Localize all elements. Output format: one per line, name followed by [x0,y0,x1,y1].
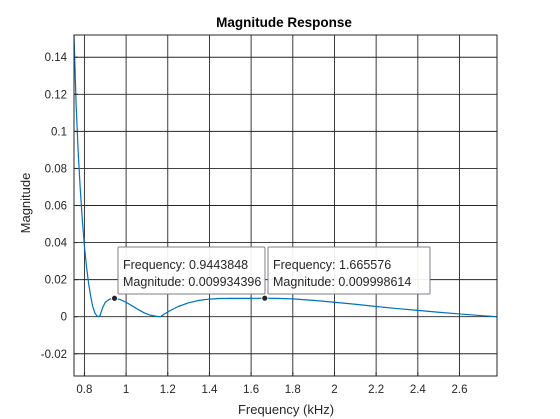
x-tick-label: 1.6 [243,384,259,396]
y-tick-label: 0.06 [45,201,67,213]
y-tick-label: 0.1 [51,126,67,138]
datatip-box [117,246,266,295]
datatips: Frequency: 0.9443848 Magnitude: 0.0099343… [111,246,431,302]
x-tick-label: 2.2 [368,384,384,396]
datatip-frequency: Frequency: 1.665576 [273,258,391,272]
datatip-magnitude: Magnitude: 0.009998614 [273,275,411,289]
series-layer [73,34,498,318]
datatip-marker [261,294,269,302]
x-tick-label: 2 [331,384,337,396]
datatip: Frequency: 0.9443848 Magnitude: 0.0099343… [111,246,266,302]
y-tick-label: 0.04 [45,238,68,250]
datatip-frequency: Frequency: 0.9443848 [123,258,248,272]
y-axis-title: Magnitude [18,173,33,234]
y-tick-label: 0.02 [45,275,67,287]
x-tick-label: 1.4 [201,384,218,396]
x-tick-label: 1 [123,384,129,396]
grid [74,35,497,376]
datatip-magnitude: Magnitude: 0.009934396 [123,275,261,289]
magnitude-series-line [73,34,498,318]
x-axis-title: Frequency (kHz) [238,402,334,417]
x-axis: 0.8 1 1.2 1.4 1.6 1.8 2 2.2 2.4 2.6 [76,372,467,396]
y-tick-label: 0 [61,312,67,324]
x-tick-label: 1.2 [160,384,176,396]
y-tick-label: 0.14 [45,52,68,64]
datatip-marker [111,294,118,302]
chart-title: Magnitude Response [216,15,352,30]
x-tick-label: 2.6 [451,384,467,396]
x-tick-label: 0.8 [76,384,92,396]
y-axis: -0.02 0 0.02 0.04 0.06 0.08 0.1 0.12 0.14 [41,52,78,361]
datatip: Frequency: 1.665576 Magnitude: 0.00999861… [261,246,431,302]
y-tick-label: 0.08 [45,163,67,175]
x-tick-label: 1.8 [285,384,301,396]
datatip-box [267,246,431,295]
x-tick-label: 2.4 [410,384,427,396]
y-tick-label: -0.02 [41,349,67,361]
y-tick-label: 0.12 [45,89,67,101]
